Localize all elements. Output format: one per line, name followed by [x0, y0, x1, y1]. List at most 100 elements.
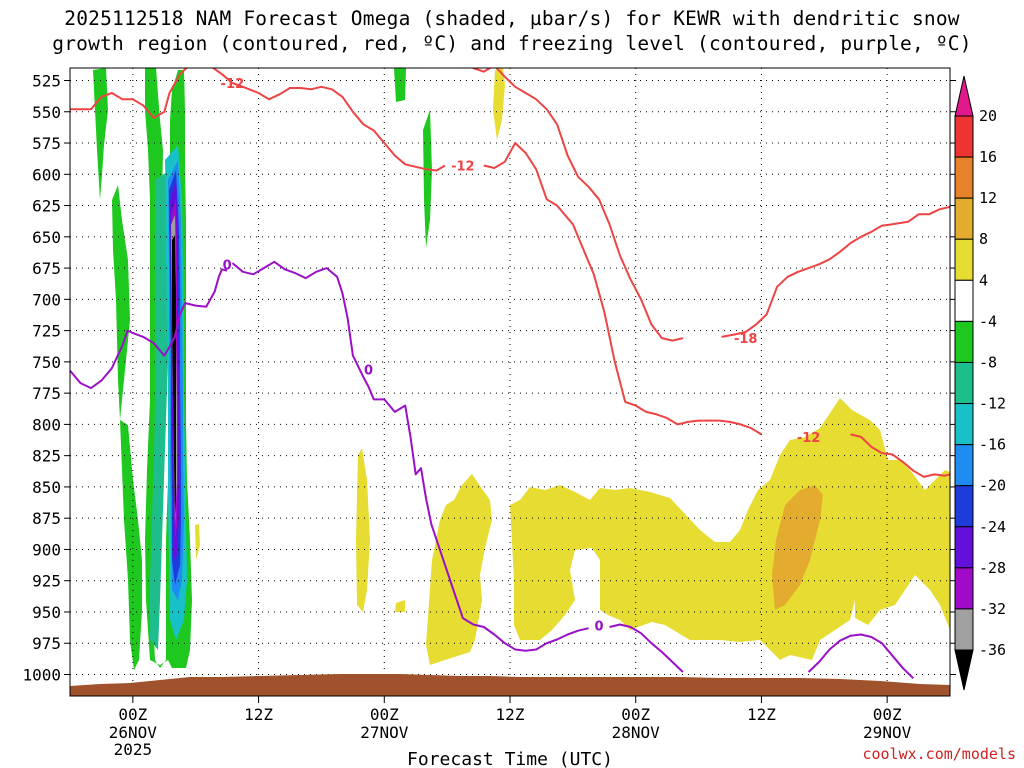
colorbar: 20 16 12 8 4 -4 -8 -12 -16 -20 -24 -28 -32 -36: [954, 75, 1006, 691]
colorbar-label: -32: [979, 600, 1006, 618]
colorbar-label: 20: [979, 107, 997, 125]
colorbar-bin: [954, 115, 974, 158]
x-tick-date: 26NOV: [109, 723, 158, 742]
omega-area-negative-mid2: [423, 110, 432, 248]
x-tick-label: 12Z: [747, 705, 776, 724]
contour-lines: [70, 68, 950, 680]
x-tick-label: 00Z: [370, 705, 399, 724]
x-tick-date: 27NOV: [360, 723, 409, 742]
colorbar-bin: [954, 156, 974, 199]
contour-freezing_0_right: [807, 633, 914, 680]
contour-label-freezing: 0: [595, 620, 604, 635]
colorbar-label: -16: [979, 436, 1006, 454]
omega-area-negative-mid: [394, 68, 406, 102]
omega-area-positive-main2: [510, 398, 950, 660]
terrain-ground: [70, 674, 950, 696]
omega-area-positive-thin: [356, 448, 370, 612]
y-tick-label: 800: [32, 415, 61, 434]
x-tick-date: 28NOV: [612, 723, 661, 742]
y-tick-label: 975: [32, 634, 61, 653]
colorbar-bin: [954, 238, 974, 281]
contour-dgz_-18_b: [721, 205, 950, 338]
x-tick-label: 00Z: [621, 705, 650, 724]
contour-freezing_0_left: [70, 268, 228, 390]
x-tick-year: 2025: [114, 740, 153, 759]
colorbar-label: 4: [979, 271, 988, 289]
omega-area-negative-36: [172, 235, 176, 515]
contour-label-dgz: -12: [451, 160, 475, 175]
colorbar-label: -36: [979, 641, 1006, 659]
omega-area-negative-left2: [112, 185, 130, 420]
contour-freezing_0_mid_b: [609, 623, 684, 673]
contour-label-dgz: -12: [797, 431, 821, 446]
y-tick-label: 750: [32, 353, 61, 372]
contour-dgz_-12_lower: [850, 433, 950, 478]
y-tick-label: 525: [32, 72, 61, 91]
omega-area-positive-main: [426, 474, 492, 665]
y-tick-label: 550: [32, 103, 61, 122]
contour-labels: -12 -12 -18 -12 0 0 0: [221, 77, 821, 635]
colorbar-bin: [954, 567, 974, 610]
x-tick-label: 12Z: [244, 705, 273, 724]
colorbar-top-arrow: [954, 75, 974, 117]
colorbar-label: -24: [979, 518, 1006, 536]
colorbar-bin: [954, 361, 974, 405]
omega-shading: [93, 68, 950, 670]
y-tick-label: 650: [32, 228, 61, 247]
contour-label-dgz: -18: [734, 332, 758, 347]
contour-label-freezing: 0: [364, 363, 373, 378]
x-tick-label: 00Z: [873, 705, 902, 724]
y-tick-label: 600: [32, 165, 61, 184]
y-tick-label: 775: [32, 384, 61, 403]
y-tick-label: 725: [32, 322, 61, 341]
contour-label-freezing: 0: [223, 258, 232, 273]
colorbar-label: -28: [979, 559, 1006, 577]
contour-label-dgz: -12: [221, 77, 245, 92]
colorbar-label: 12: [979, 189, 997, 207]
y-tick-label: 875: [32, 509, 61, 528]
chart-title-line2: growth region (contoured, red, ºC) and f…: [52, 32, 972, 55]
y-tick-label: 900: [32, 540, 61, 559]
y-tick-label: 1000: [22, 666, 61, 685]
colorbar-bottom-arrow: [954, 649, 974, 691]
y-axis: 525 550 575 600 625 650 675 700 725 750 775 800 825 8…: [22, 72, 956, 685]
colorbar-bin: [954, 320, 974, 363]
colorbar-label: -4: [979, 312, 997, 330]
colorbar-bin: [954, 485, 974, 528]
omega-area-positive-upper: [493, 68, 505, 140]
colorbar-bin: [954, 608, 974, 651]
y-tick-label: 825: [32, 447, 61, 466]
y-tick-label: 925: [32, 572, 61, 591]
colorbar-bin: [954, 279, 974, 322]
y-tick-label: 700: [32, 290, 61, 309]
x-tick-label: 12Z: [496, 705, 525, 724]
omega-area-negative-left1: [93, 68, 108, 200]
contour-dgz_-18: [471, 68, 684, 342]
colorbar-label: 16: [979, 148, 997, 166]
y-tick-label: 625: [32, 197, 61, 216]
colorbar-label: -20: [979, 477, 1006, 495]
colorbar-label: -12: [979, 395, 1006, 413]
y-tick-label: 675: [32, 259, 61, 278]
x-tick-label: 00Z: [118, 705, 147, 724]
contour-dgz_-12_upper: [70, 68, 446, 172]
contour-freezing_0_mid: [231, 260, 589, 652]
chart-title: 2025112518 NAM Forecast Omega (shaded, µ…: [0, 6, 1024, 56]
colorbar-label: -8: [979, 353, 997, 371]
credit-text: coolwx.com/models: [862, 745, 1016, 763]
colorbar-bin: [954, 444, 974, 487]
colorbar-bin: [954, 526, 974, 569]
y-tick-label: 950: [32, 603, 61, 622]
colorbar-bin: [954, 403, 974, 446]
y-tick-label: 575: [32, 134, 61, 153]
x-axis-label: Forecast Time (UTC): [407, 749, 613, 768]
x-tick-date: 29NOV: [863, 723, 912, 742]
omega-area-negative-left3: [120, 420, 142, 670]
omega-area-positive-small1: [395, 600, 405, 612]
y-tick-label: 850: [32, 478, 61, 497]
colorbar-bin: [954, 197, 974, 240]
omega-area-positive-small2: [195, 524, 200, 560]
contour-dgz_-12_upper_b: [483, 142, 762, 436]
